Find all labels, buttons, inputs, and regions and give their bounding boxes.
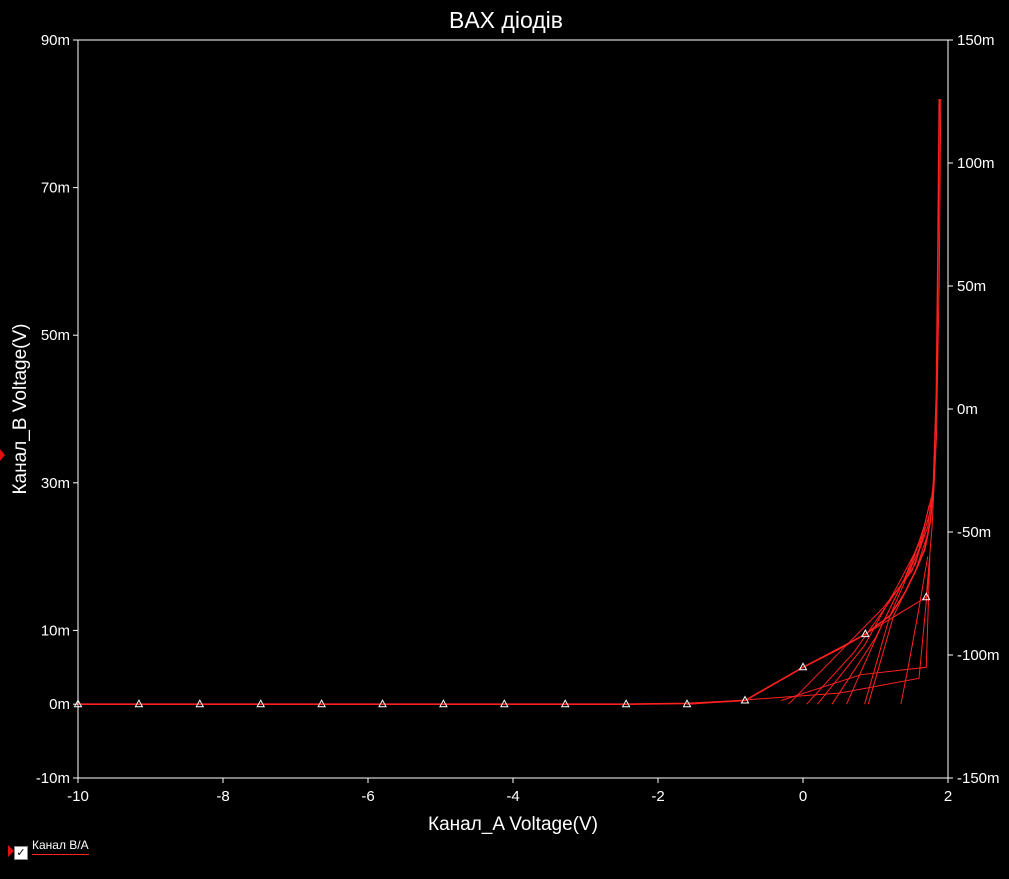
y2-tick-label: -100m <box>957 647 1000 664</box>
y-axis-ticks: -10m 0m 10m 30m 50m 70m 90m <box>36 32 78 787</box>
y-tick-label: 30m <box>41 475 70 492</box>
y-tick-label: 70m <box>41 180 70 197</box>
data-point-marker <box>73 699 83 708</box>
series-lines <box>78 99 941 706</box>
sweep-line <box>686 571 930 705</box>
sweep-line <box>864 504 930 705</box>
x-axis-ticks: -10 -8 -6 -4 -2 0 2 <box>67 778 952 805</box>
y-axis-cursor-marker[interactable] <box>0 449 5 461</box>
point-markers <box>73 592 931 708</box>
data-point-marker <box>499 699 509 708</box>
data-point-marker <box>621 699 631 708</box>
x-tick-label: -8 <box>216 788 229 805</box>
y-tick-label: 90m <box>41 32 70 49</box>
y-axis-label: Канал_B Voltage(V) <box>10 323 31 494</box>
legend: ✓ Канал B/A <box>14 838 89 860</box>
data-point-marker <box>682 699 692 708</box>
y2-tick-label: 100m <box>957 155 995 172</box>
x-tick-label: 0 <box>799 788 807 805</box>
data-point-marker <box>921 592 931 601</box>
sweep-line <box>846 519 927 705</box>
data-point-marker <box>861 629 870 638</box>
x-tick-label: 2 <box>944 788 952 805</box>
legend-cursor-marker <box>8 845 14 857</box>
legend-label[interactable]: Канал B/A <box>32 838 89 855</box>
y2-tick-label: -50m <box>957 524 991 541</box>
x-axis-label: Канал_A Voltage(V) <box>428 814 598 835</box>
x-tick-label: -6 <box>361 788 374 805</box>
y-tick-label: 10m <box>41 622 70 639</box>
y2-tick-label: 150m <box>957 32 995 49</box>
y2-tick-label: 0m <box>957 401 978 418</box>
x-tick-label: -2 <box>651 788 664 805</box>
y-tick-label: -10m <box>36 770 70 787</box>
data-point-marker <box>256 699 266 708</box>
legend-checkbox[interactable]: ✓ <box>14 846 28 860</box>
y2-tick-label: 50m <box>957 278 986 295</box>
series-line <box>78 99 941 706</box>
y2-axis-ticks: -150m -100m -50m 0m 50m 100m 150m <box>948 32 1000 787</box>
x-tick-label: -10 <box>67 788 89 805</box>
data-point-marker <box>560 699 570 708</box>
data-point-marker <box>195 699 205 708</box>
sweep-line <box>900 556 929 705</box>
data-point-marker <box>798 662 808 671</box>
data-point-marker <box>740 695 750 704</box>
data-point-marker <box>439 699 448 708</box>
sweep-line <box>806 512 931 705</box>
data-point-marker <box>134 699 144 708</box>
x-tick-label: -4 <box>506 788 519 805</box>
y-tick-label: 50m <box>41 327 70 344</box>
y-tick-label: 0m <box>49 696 70 713</box>
data-point-marker <box>317 699 326 708</box>
y2-tick-label: -150m <box>957 770 1000 787</box>
chart-title: BAX діодів <box>449 7 563 33</box>
data-point-marker <box>378 699 387 708</box>
sweep-line <box>781 556 931 701</box>
